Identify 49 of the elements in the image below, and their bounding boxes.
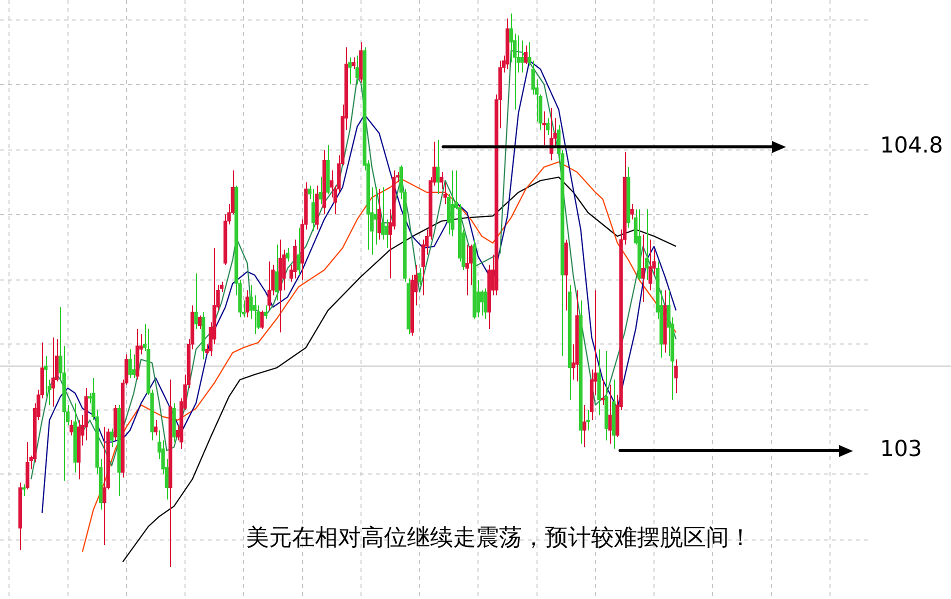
candlestick bbox=[644, 208, 649, 281]
candlestick bbox=[484, 288, 488, 320]
candlestick bbox=[296, 227, 300, 276]
candlestick bbox=[132, 354, 136, 378]
candlestick bbox=[436, 140, 440, 195]
candlestick bbox=[352, 56, 356, 70]
candlestick bbox=[154, 420, 158, 436]
candlestick bbox=[641, 234, 645, 303]
candlestick bbox=[51, 336, 55, 408]
candlestick bbox=[384, 218, 388, 249]
candlestick bbox=[274, 244, 278, 301]
candlestick bbox=[520, 40, 524, 74]
candlestick bbox=[608, 384, 612, 444]
candlestick bbox=[286, 248, 290, 262]
y-tick-label: 104.8 bbox=[880, 134, 944, 159]
candlestick bbox=[110, 428, 114, 448]
candlestick bbox=[586, 410, 590, 431]
candlestick bbox=[267, 261, 272, 311]
candlestick bbox=[249, 284, 253, 320]
candlestick bbox=[128, 348, 132, 378]
candlestick bbox=[102, 426, 106, 546]
candlestick bbox=[531, 60, 535, 95]
candlestick bbox=[348, 56, 352, 85]
y-tick-label: 103 bbox=[880, 437, 922, 462]
candlestick bbox=[674, 358, 678, 394]
candlestick bbox=[524, 45, 528, 65]
candlestick bbox=[546, 118, 550, 136]
candlestick bbox=[260, 310, 264, 330]
candlestick bbox=[198, 315, 202, 330]
candlestick bbox=[630, 204, 634, 220]
candlestick bbox=[70, 420, 74, 436]
candlestick bbox=[252, 294, 256, 335]
candlestick bbox=[311, 188, 316, 232]
candlestick bbox=[648, 239, 652, 291]
candlestick bbox=[318, 176, 322, 205]
candlestick bbox=[421, 239, 426, 296]
candlestick bbox=[582, 404, 586, 448]
candlestick bbox=[480, 290, 484, 316]
candlestick bbox=[264, 304, 268, 320]
candlestick bbox=[245, 290, 250, 318]
candlestick bbox=[44, 356, 48, 398]
candlestick bbox=[418, 268, 422, 286]
candlestick bbox=[550, 107, 554, 161]
candlestick bbox=[374, 186, 378, 246]
annotation: 美元在相对高位继续走震荡，预计较难摆脱区间！ bbox=[246, 524, 752, 553]
candlestick bbox=[194, 272, 198, 330]
candlestick bbox=[381, 186, 385, 240]
candlestick bbox=[509, 13, 513, 63]
candlestick bbox=[465, 244, 469, 296]
